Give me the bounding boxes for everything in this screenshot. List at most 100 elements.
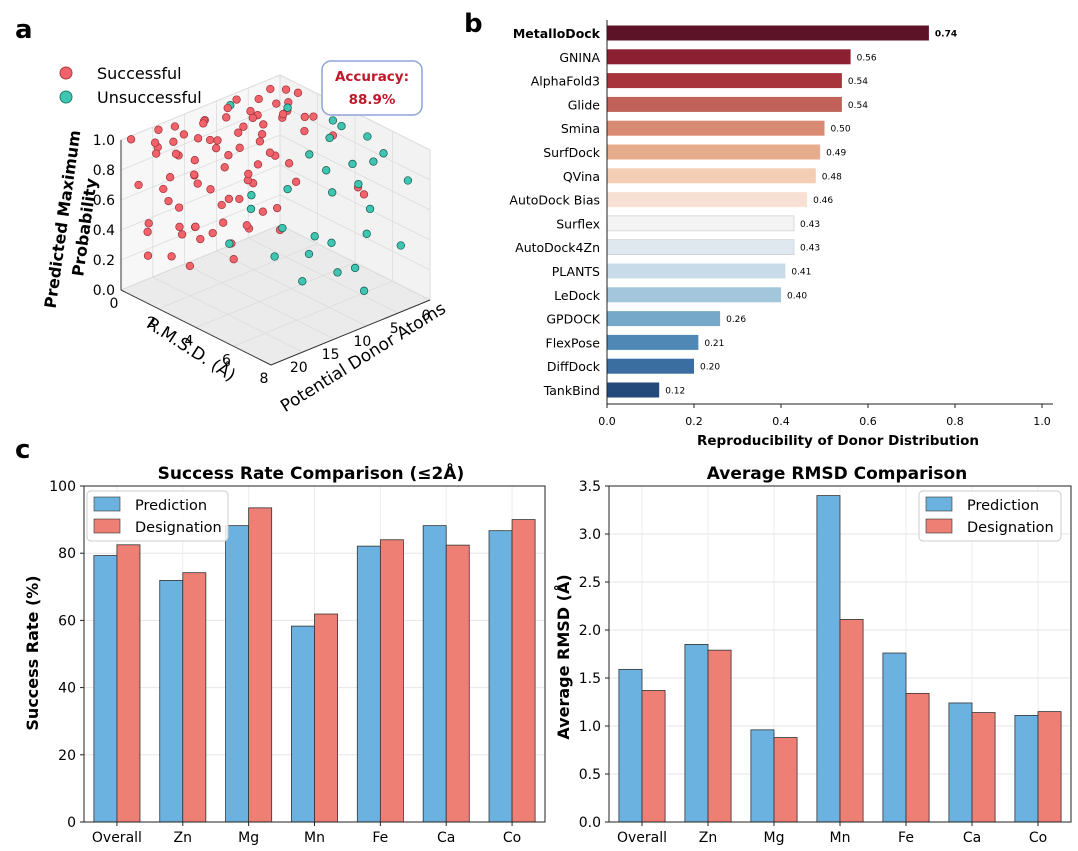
- legend-label-prediction: Prediction: [967, 498, 1039, 514]
- point-successful: [220, 163, 229, 172]
- y-tick-label: 3.5: [579, 479, 601, 495]
- bar-prediction: [159, 580, 184, 823]
- success-rate-legend: Prediction Designation: [86, 490, 229, 542]
- success-rate-axes: 0 20 40 60 80 100 Overall Zn Mg Mn Fe Ca Co: [49, 479, 546, 846]
- point-successful: [126, 135, 136, 144]
- point-successful: [143, 251, 153, 260]
- x-tick-label: Co: [1029, 830, 1047, 846]
- z-tick-label: 0.0: [93, 283, 115, 299]
- bar-designation: [839, 619, 864, 823]
- point-unsuccessful: [310, 232, 319, 241]
- bar-designation: [511, 519, 536, 823]
- y-tick-label: 2.0: [579, 623, 601, 639]
- bar-prediction: [750, 729, 775, 823]
- x-tick-label: 2: [147, 315, 156, 331]
- z-tick-label: 0.8: [93, 163, 115, 179]
- bar: [607, 263, 786, 279]
- point-successful: [291, 177, 301, 186]
- x-tick-label: Mn: [304, 830, 325, 846]
- point-unsuccessful: [270, 252, 279, 261]
- point-successful: [189, 170, 199, 179]
- bar: [607, 192, 808, 208]
- bar-designation: [905, 692, 930, 823]
- bar-value-label: 0.40: [787, 291, 807, 301]
- point-unsuccessful: [348, 159, 357, 169]
- bar-value-label: 0.20: [700, 363, 720, 373]
- panel-label-a: a: [15, 15, 33, 45]
- x-tick-label: 0.0: [598, 415, 616, 428]
- y-tick-label: 0.5: [579, 767, 601, 783]
- reproducibility-x-axis: 0.0 0.2 0.4 0.6 0.8 1.0: [598, 20, 1053, 428]
- bar-category-label: DiffDock: [547, 359, 601, 374]
- point-successful: [234, 128, 243, 137]
- bar-value-label: 0.50: [831, 125, 851, 135]
- bar-category-label: AutoDock Bias: [509, 193, 600, 208]
- bar-category-label: AlphaFold3: [531, 74, 600, 89]
- point-successful: [190, 156, 199, 165]
- point-unsuccessful: [337, 121, 346, 131]
- grid-y-floor: [248, 237, 399, 314]
- reproducibility-x-label: Reproducibility of Donor Distribution: [697, 433, 979, 449]
- y-tick-label: 1.5: [579, 671, 601, 687]
- bar-designation: [182, 572, 207, 823]
- y-tick-label: 0: [422, 308, 431, 324]
- point-successful: [259, 120, 268, 129]
- point-successful: [278, 110, 288, 119]
- y-tick-label: 0.0: [579, 815, 601, 831]
- x-tick-label: Overall: [92, 830, 142, 846]
- point-successful: [248, 113, 257, 123]
- x-tick-label: Zn: [174, 830, 192, 846]
- bar-value-label: 0.54: [848, 101, 868, 111]
- point-unsuccessful: [403, 176, 413, 185]
- x-tick-label: Overall: [617, 830, 667, 846]
- y-tick-label: 80: [58, 546, 76, 562]
- bar-prediction: [684, 644, 709, 823]
- bar-value-label: 0.54: [848, 77, 868, 87]
- point-successful: [223, 103, 232, 113]
- y-tick-label: 40: [58, 681, 76, 697]
- point-successful: [359, 190, 369, 199]
- bar-designation: [971, 712, 996, 823]
- z-tick-label: 0.4: [93, 223, 115, 239]
- accuracy-annotation: Accuracy: 88.9%: [321, 60, 423, 116]
- point-successful: [170, 122, 180, 131]
- grid-y-floor: [184, 263, 335, 340]
- point-unsuccessful: [225, 239, 234, 248]
- plot-frame: [83, 485, 546, 823]
- point-successful: [222, 113, 231, 122]
- bar: [607, 334, 699, 350]
- legend-frame: [86, 490, 229, 542]
- x-tick-label: Mg: [764, 830, 785, 846]
- bar-designation: [314, 613, 338, 823]
- bar: [607, 120, 825, 136]
- point-successful: [224, 194, 234, 204]
- bar-category-label: QVina: [563, 169, 600, 184]
- x-tick-label: 1.0: [1033, 415, 1051, 428]
- x-tick-label: 0.4: [772, 415, 790, 428]
- point-unsuccessful: [362, 229, 371, 238]
- bar-designation: [116, 544, 141, 823]
- x-tick-label: Fe: [898, 830, 914, 846]
- point-successful: [152, 149, 161, 158]
- bar-value-label: 0.21: [704, 339, 724, 349]
- grid-z-left: [120, 74, 281, 141]
- x-tick-label: Zn: [699, 830, 717, 846]
- scatter3d-legend: Successful Unsuccessful: [59, 64, 202, 107]
- z-tick-label: 0.2: [93, 253, 115, 269]
- panel-label-c: c: [15, 435, 30, 465]
- point-successful: [235, 194, 244, 204]
- x-tick-label: Ca: [963, 830, 981, 846]
- scatter3d-panel: 0.0 0.2 0.4 0.6 0.8 1.0 0 2 4 6 8 0 5 10 15 20 Successf…: [41, 60, 450, 417]
- point-successful: [154, 125, 163, 134]
- bar-value-label: 0.43: [800, 220, 820, 230]
- bar-prediction: [488, 530, 513, 823]
- bar-value-label: 0.74: [935, 30, 957, 40]
- bar-designation: [248, 507, 273, 823]
- point-successful: [165, 173, 175, 182]
- grid-x-floor: [120, 224, 281, 291]
- bar-category-label: MetalloDock: [513, 26, 601, 41]
- x-tick-label: 8: [260, 371, 269, 387]
- legend-label-prediction: Prediction: [135, 498, 207, 514]
- bar-prediction: [948, 702, 973, 823]
